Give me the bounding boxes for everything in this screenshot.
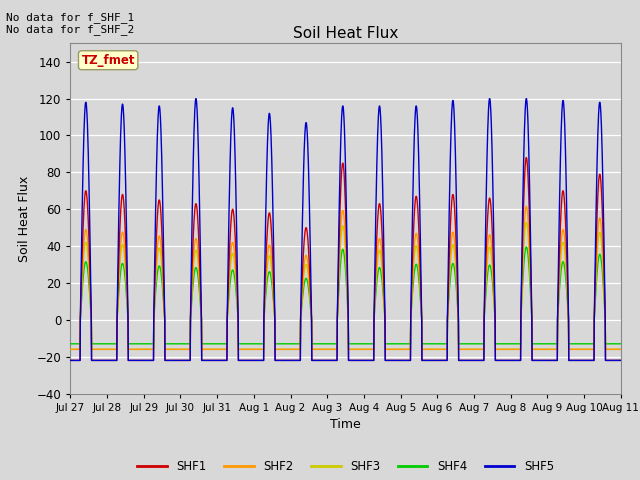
SHF3 <box>67 347 74 352</box>
SHF1 <box>574 358 582 363</box>
SHF3 <box>252 347 260 352</box>
SHF2 <box>522 204 530 209</box>
Line: SHF2: SHF2 <box>70 206 640 349</box>
Title: Soil Heat Flux: Soil Heat Flux <box>293 25 398 41</box>
SHF4 <box>574 341 582 347</box>
SHF2 <box>541 347 549 352</box>
SHF2 <box>252 347 260 352</box>
SHF2 <box>574 347 582 352</box>
SHF2 <box>399 347 407 352</box>
SHF4 <box>522 244 530 250</box>
X-axis label: Time: Time <box>330 418 361 431</box>
Text: No data for f_SHF_1
No data for f_SHF_2: No data for f_SHF_1 No data for f_SHF_2 <box>6 12 134 36</box>
Line: SHF1: SHF1 <box>70 157 640 360</box>
SHF3 <box>574 347 582 352</box>
SHF1 <box>125 358 133 363</box>
SHF5 <box>67 358 74 363</box>
SHF5 <box>541 358 549 363</box>
Line: SHF5: SHF5 <box>70 99 640 360</box>
SHF4 <box>399 341 407 347</box>
Line: SHF3: SHF3 <box>70 223 640 349</box>
Line: SHF4: SHF4 <box>70 247 640 344</box>
SHF5 <box>400 358 408 363</box>
SHF5 <box>125 358 133 363</box>
SHF1 <box>67 358 74 363</box>
SHF4 <box>541 341 549 347</box>
SHF1 <box>252 358 260 363</box>
Y-axis label: Soil Heat Flux: Soil Heat Flux <box>18 175 31 262</box>
SHF5 <box>252 358 260 363</box>
Legend: SHF1, SHF2, SHF3, SHF4, SHF5: SHF1, SHF2, SHF3, SHF4, SHF5 <box>132 456 559 478</box>
Text: TZ_fmet: TZ_fmet <box>81 54 135 67</box>
SHF4 <box>252 341 260 347</box>
SHF4 <box>67 341 74 347</box>
SHF1 <box>399 358 407 363</box>
SHF3 <box>399 347 407 352</box>
SHF1 <box>541 358 549 363</box>
SHF4 <box>125 341 133 347</box>
SHF5 <box>192 96 200 102</box>
SHF3 <box>125 347 133 352</box>
SHF3 <box>522 220 530 226</box>
SHF2 <box>67 347 74 352</box>
SHF5 <box>574 358 582 363</box>
SHF3 <box>541 347 549 352</box>
SHF1 <box>522 155 530 160</box>
SHF2 <box>125 347 133 352</box>
